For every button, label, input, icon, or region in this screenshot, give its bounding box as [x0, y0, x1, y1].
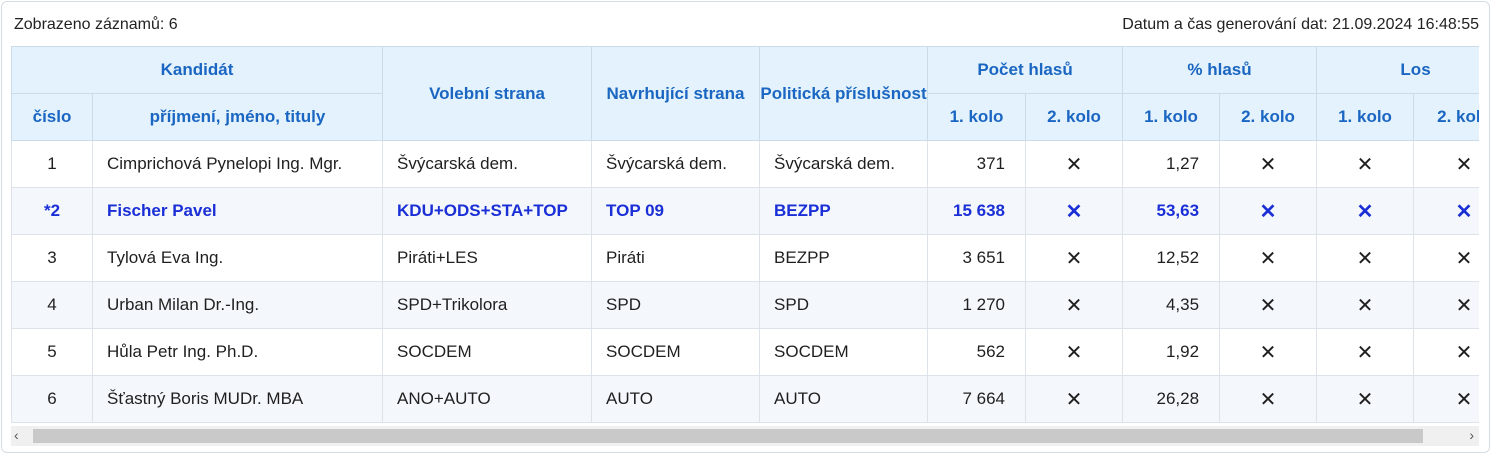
col-volebni-strana: Volební strana	[382, 46, 593, 141]
cross-icon: ✕	[1219, 375, 1318, 423]
cell-navrh: Švýcarská dem.	[591, 140, 761, 188]
cross-icon: ✕	[1219, 187, 1318, 235]
col-los-kolo1: 1. kolo	[1316, 93, 1415, 141]
cell-hlasy1: 371	[927, 140, 1027, 188]
cell-navrh: AUTO	[591, 375, 761, 423]
cell-polit: SOCDEM	[759, 328, 929, 376]
cross-icon: ✕	[1025, 328, 1124, 376]
col-pct-kolo2: 2. kolo	[1219, 93, 1318, 141]
horizontal-scrollbar[interactable]: ‹ ›	[11, 426, 1479, 446]
cell-polit: AUTO	[759, 375, 929, 423]
table-row: 5 Hůla Petr Ing. Ph.D. SOCDEM SOCDEM SOC…	[11, 328, 1479, 376]
cell-jmeno: Tylová Eva Ing.	[91, 234, 384, 282]
cell-jmeno: Urban Milan Dr.-Ing.	[91, 281, 384, 329]
cell-navrh: SPD	[591, 281, 761, 329]
table-row: 4 Urban Milan Dr.-Ing. SPD+Trikolora SPD…	[11, 281, 1479, 329]
cell-pct1: 4,35	[1122, 281, 1221, 329]
cross-icon: ✕	[1413, 375, 1479, 423]
cell-cislo: 1	[11, 140, 93, 188]
cross-icon: ✕	[1413, 140, 1479, 188]
cross-icon: ✕	[1413, 281, 1479, 329]
col-pocet-hlasu: Počet hlasů	[927, 46, 1124, 94]
cell-pct1: 1,27	[1122, 140, 1221, 188]
cross-icon: ✕	[1025, 281, 1124, 329]
cell-jmeno: Cimprichová Pynelopi Ing. Mgr.	[91, 140, 384, 188]
cross-icon: ✕	[1316, 375, 1415, 423]
cell-cislo: 6	[11, 375, 93, 423]
cell-polit: BEZPP	[759, 187, 929, 235]
cross-icon: ✕	[1316, 187, 1415, 235]
cell-volebni: Piráti+LES	[382, 234, 593, 282]
cross-icon: ✕	[1025, 234, 1124, 282]
cell-jmeno: Hůla Petr Ing. Ph.D.	[91, 328, 384, 376]
table-row: 3 Tylová Eva Ing. Piráti+LES Piráti BEZP…	[11, 234, 1479, 282]
col-los-kolo2: 2. kolo	[1413, 93, 1479, 141]
col-hlasy-kolo1: 1. kolo	[927, 93, 1027, 141]
cell-pct1: 1,92	[1122, 328, 1221, 376]
cell-pct1: 26,28	[1122, 375, 1221, 423]
cross-icon: ✕	[1025, 187, 1124, 235]
cell-polit: BEZPP	[759, 234, 929, 282]
col-politicka-prislusnost: Politická příslušnost	[759, 46, 929, 141]
cell-volebni: KDU+ODS+STA+TOP	[382, 187, 593, 235]
cross-icon: ✕	[1219, 281, 1318, 329]
cell-hlasy1: 3 651	[927, 234, 1027, 282]
scrollbar-thumb[interactable]	[33, 429, 1423, 443]
table-row: 6 Šťastný Boris MUDr. MBA ANO+AUTO AUTO …	[11, 375, 1479, 423]
records-count: Zobrazeno záznamů: 6	[14, 16, 178, 33]
cell-volebni: SPD+Trikolora	[382, 281, 593, 329]
cross-icon: ✕	[1025, 375, 1124, 423]
cell-cislo: 3	[11, 234, 93, 282]
col-cislo: číslo	[11, 93, 93, 141]
scroll-right-icon[interactable]: ›	[1469, 427, 1474, 443]
col-kandidat: Kandidát	[11, 46, 384, 94]
table-row-elected: *2 Fischer Pavel KDU+ODS+STA+TOP TOP 09 …	[11, 187, 1479, 235]
cell-polit: Švýcarská dem.	[759, 140, 929, 188]
cell-volebni: ANO+AUTO	[382, 375, 593, 423]
cell-hlasy1: 562	[927, 328, 1027, 376]
cross-icon: ✕	[1219, 328, 1318, 376]
cell-navrh: TOP 09	[591, 187, 761, 235]
col-jmeno: příjmení, jméno, tituly	[91, 93, 384, 141]
cross-icon: ✕	[1025, 140, 1124, 188]
cross-icon: ✕	[1316, 234, 1415, 282]
cell-pct1: 12,52	[1122, 234, 1221, 282]
cell-hlasy1: 7 664	[927, 375, 1027, 423]
col-pct-kolo1: 1. kolo	[1122, 93, 1221, 141]
cross-icon: ✕	[1316, 140, 1415, 188]
col-pct-hlasu: % hlasů	[1122, 46, 1318, 94]
col-navrhujici-strana: Navrhující strana	[591, 46, 761, 141]
cross-icon: ✕	[1316, 328, 1415, 376]
cell-navrh: Piráti	[591, 234, 761, 282]
cross-icon: ✕	[1219, 140, 1318, 188]
cell-hlasy1: 15 638	[927, 187, 1027, 235]
cross-icon: ✕	[1413, 187, 1479, 235]
cross-icon: ✕	[1413, 234, 1479, 282]
col-hlasy-kolo2: 2. kolo	[1025, 93, 1124, 141]
generated-timestamp: Datum a čas generování dat: 21.09.2024 1…	[1122, 16, 1479, 33]
cross-icon: ✕	[1413, 328, 1479, 376]
cell-cislo: 4	[11, 281, 93, 329]
cell-volebni: SOCDEM	[382, 328, 593, 376]
col-los: Los	[1316, 46, 1479, 94]
cross-icon: ✕	[1219, 234, 1318, 282]
scroll-left-icon[interactable]: ‹	[14, 427, 19, 443]
cell-volebni: Švýcarská dem.	[382, 140, 593, 188]
cell-hlasy1: 1 270	[927, 281, 1027, 329]
cell-jmeno: Šťastný Boris MUDr. MBA	[91, 375, 384, 423]
results-table: Kandidát Volební strana Navrhující stran…	[11, 46, 1479, 423]
cell-cislo: *2	[11, 187, 93, 235]
cell-cislo: 5	[11, 328, 93, 376]
cross-icon: ✕	[1316, 281, 1415, 329]
cell-jmeno: Fischer Pavel	[91, 187, 384, 235]
table-row: 1 Cimprichová Pynelopi Ing. Mgr. Švýcars…	[11, 140, 1479, 188]
cell-polit: SPD	[759, 281, 929, 329]
cell-navrh: SOCDEM	[591, 328, 761, 376]
results-table-container[interactable]: Kandidát Volební strana Navrhující stran…	[11, 46, 1479, 424]
cell-pct1: 53,63	[1122, 187, 1221, 235]
